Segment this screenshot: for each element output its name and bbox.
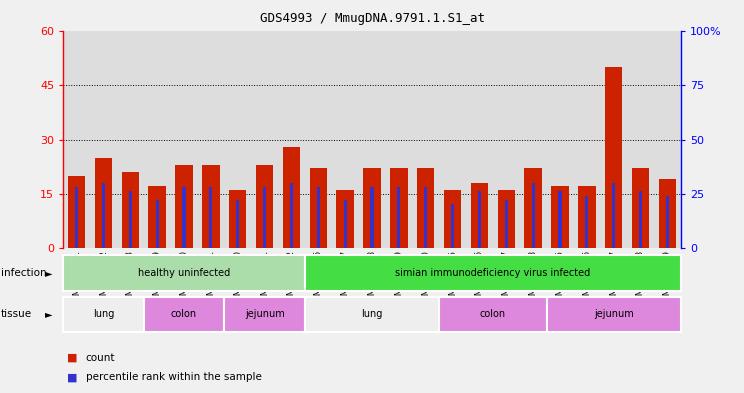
- Text: ■: ■: [67, 372, 77, 382]
- Bar: [424, 187, 427, 248]
- Bar: [666, 196, 669, 248]
- Bar: [149, 186, 166, 248]
- Bar: [197, 31, 225, 248]
- Bar: [612, 183, 615, 248]
- Text: lung: lung: [362, 309, 382, 320]
- Bar: [504, 200, 508, 248]
- Text: GDS4993 / MmugDNA.9791.1.S1_at: GDS4993 / MmugDNA.9791.1.S1_at: [260, 12, 484, 25]
- Text: jejunum: jejunum: [594, 309, 633, 320]
- Bar: [283, 147, 300, 248]
- Bar: [155, 200, 158, 248]
- Bar: [658, 179, 676, 248]
- Bar: [117, 31, 144, 248]
- Bar: [144, 31, 170, 248]
- Bar: [90, 31, 117, 248]
- Bar: [439, 31, 466, 248]
- Bar: [385, 31, 412, 248]
- Bar: [451, 204, 454, 248]
- Bar: [444, 190, 461, 248]
- Bar: [371, 187, 373, 248]
- Bar: [305, 297, 439, 332]
- Bar: [412, 31, 439, 248]
- Bar: [654, 31, 681, 248]
- Bar: [225, 297, 305, 332]
- Bar: [317, 187, 320, 248]
- Bar: [344, 200, 347, 248]
- Bar: [525, 168, 542, 248]
- Text: ■: ■: [67, 353, 77, 363]
- Text: ►: ►: [45, 309, 52, 320]
- Bar: [263, 187, 266, 248]
- Bar: [363, 168, 381, 248]
- Text: infection: infection: [1, 268, 46, 278]
- Bar: [144, 297, 225, 332]
- Bar: [439, 297, 547, 332]
- Bar: [332, 31, 359, 248]
- Bar: [251, 31, 278, 248]
- Bar: [63, 255, 305, 291]
- Bar: [417, 168, 434, 248]
- Bar: [547, 31, 574, 248]
- Bar: [478, 191, 481, 248]
- Bar: [170, 31, 197, 248]
- Bar: [202, 165, 219, 248]
- Text: count: count: [86, 353, 115, 363]
- Text: colon: colon: [171, 309, 197, 320]
- Bar: [336, 190, 354, 248]
- Bar: [102, 183, 105, 248]
- Bar: [578, 186, 595, 248]
- Bar: [493, 31, 519, 248]
- Bar: [558, 191, 562, 248]
- Bar: [236, 200, 240, 248]
- Bar: [627, 31, 654, 248]
- Bar: [639, 191, 642, 248]
- Text: ►: ►: [45, 268, 52, 278]
- Bar: [129, 191, 132, 248]
- Bar: [182, 187, 186, 248]
- Bar: [63, 31, 90, 248]
- Bar: [94, 158, 112, 248]
- Bar: [305, 31, 332, 248]
- Bar: [229, 190, 246, 248]
- Bar: [305, 255, 681, 291]
- Bar: [75, 187, 78, 248]
- Bar: [466, 31, 493, 248]
- Text: colon: colon: [480, 309, 506, 320]
- Bar: [586, 196, 589, 248]
- Text: lung: lung: [93, 309, 114, 320]
- Bar: [547, 297, 681, 332]
- Bar: [632, 168, 650, 248]
- Text: tissue: tissue: [1, 309, 32, 320]
- Bar: [471, 183, 488, 248]
- Bar: [574, 31, 600, 248]
- Bar: [390, 168, 408, 248]
- Bar: [359, 31, 385, 248]
- Bar: [531, 183, 535, 248]
- Text: simian immunodeficiency virus infected: simian immunodeficiency virus infected: [395, 268, 591, 278]
- Bar: [397, 187, 400, 248]
- Bar: [519, 31, 547, 248]
- Bar: [605, 68, 623, 248]
- Bar: [310, 168, 327, 248]
- Bar: [498, 190, 515, 248]
- Bar: [176, 165, 193, 248]
- Bar: [63, 297, 144, 332]
- Bar: [551, 186, 568, 248]
- Bar: [68, 176, 86, 248]
- Bar: [290, 183, 293, 248]
- Text: jejunum: jejunum: [245, 309, 284, 320]
- Text: healthy uninfected: healthy uninfected: [138, 268, 230, 278]
- Text: percentile rank within the sample: percentile rank within the sample: [86, 372, 261, 382]
- Bar: [209, 187, 213, 248]
- Bar: [278, 31, 305, 248]
- Bar: [225, 31, 251, 248]
- Bar: [600, 31, 627, 248]
- Bar: [121, 172, 139, 248]
- Bar: [256, 165, 273, 248]
